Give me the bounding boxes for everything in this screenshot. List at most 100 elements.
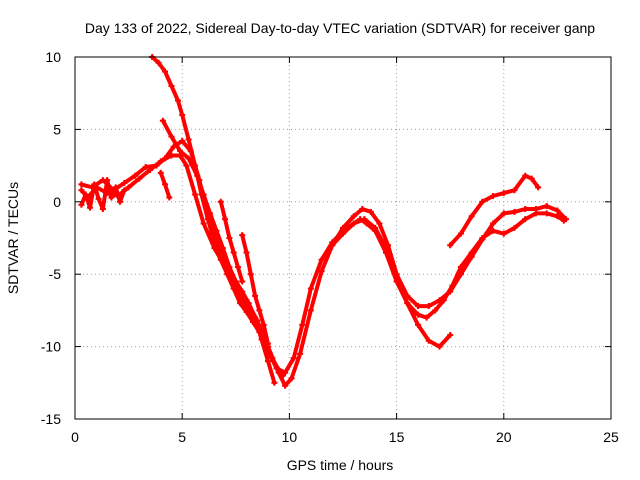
data-point [511,187,518,194]
data-point [230,249,237,256]
data-point [264,358,271,365]
data-point [500,230,507,237]
data-point [522,206,529,213]
data-point [269,355,276,362]
data-point [457,263,464,270]
data-point [359,206,366,213]
data-point [99,206,106,213]
grid-lines [75,57,611,419]
x-axis-label: GPS time / hours [287,457,394,473]
data-point [132,172,139,179]
data-point [247,271,254,278]
data-point [554,213,561,220]
data-point [447,332,454,339]
data-point [179,111,186,118]
y-tick-label: -10 [41,339,61,355]
data-point [436,297,443,304]
data-point [91,181,98,188]
data-point [447,288,454,295]
data-point [162,155,169,162]
data-point [282,382,289,389]
data-point [382,245,389,252]
data-point [511,208,518,215]
data-point [179,137,186,144]
data-point [224,271,231,278]
data-point [125,184,132,191]
data-point [256,307,263,314]
data-point [162,68,169,75]
data-point [166,194,173,201]
data-point [532,206,539,213]
data-point [104,177,111,184]
data-point [239,232,246,239]
chart-title: Day 133 of 2022, Sidereal Day-to-day VTE… [85,20,595,36]
data-point [528,175,535,182]
data-point [142,164,149,171]
data-point [108,194,115,201]
data-point [275,366,282,373]
data-point [200,220,207,227]
data-point [329,242,336,249]
data-point [432,307,439,314]
data-point [279,372,286,379]
x-tick-label: 10 [282,429,298,445]
data-point [307,307,314,314]
axis-ticks: 0 5 10 15 20 25 -15 -10 -5 0 5 10 [41,49,619,445]
data-point [243,249,250,256]
data-point [252,314,259,321]
data-point [350,213,357,220]
data-point [207,210,214,217]
data-point [340,230,346,237]
data-point [554,207,561,214]
data-point [436,343,443,350]
y-tick-label: -15 [41,411,61,427]
data-point [226,235,233,241]
data-point [271,379,278,386]
data-point [490,220,497,227]
x-tick-label: 0 [71,429,79,445]
data-point [562,216,569,223]
data-point [490,193,497,200]
data-point [232,278,239,285]
data-point [82,191,89,198]
data-point [95,195,102,202]
data-point [183,162,190,169]
series-layer [78,54,569,389]
data-point [393,274,400,281]
data-point [318,256,325,263]
data-point [157,169,164,176]
data-point [415,303,422,310]
data-point [200,191,207,198]
series-line-8 [448,173,541,248]
y-tick-label: 5 [53,121,61,137]
data-point [425,337,432,344]
data-point [350,220,357,227]
data-point [511,224,518,231]
data-point [423,314,430,321]
data-point [468,213,475,220]
data-point [234,263,241,270]
x-tick-label: 5 [178,429,186,445]
data-point [318,268,325,275]
data-point [252,292,259,299]
data-point [535,184,542,191]
data-point [87,204,94,211]
data-point [522,216,529,223]
data-point [457,271,464,278]
data-point [162,181,169,188]
data-point [290,355,297,362]
data-point [522,172,529,179]
data-point [239,278,246,285]
data-point [307,285,314,292]
data-point [361,216,368,223]
y-tick-label: -5 [49,266,62,282]
data-point [185,136,192,143]
data-point [192,191,199,198]
data-point [204,216,211,223]
data-point [159,117,166,124]
x-tick-label: 15 [389,429,405,445]
data-point [415,321,422,328]
data-point [299,321,306,328]
